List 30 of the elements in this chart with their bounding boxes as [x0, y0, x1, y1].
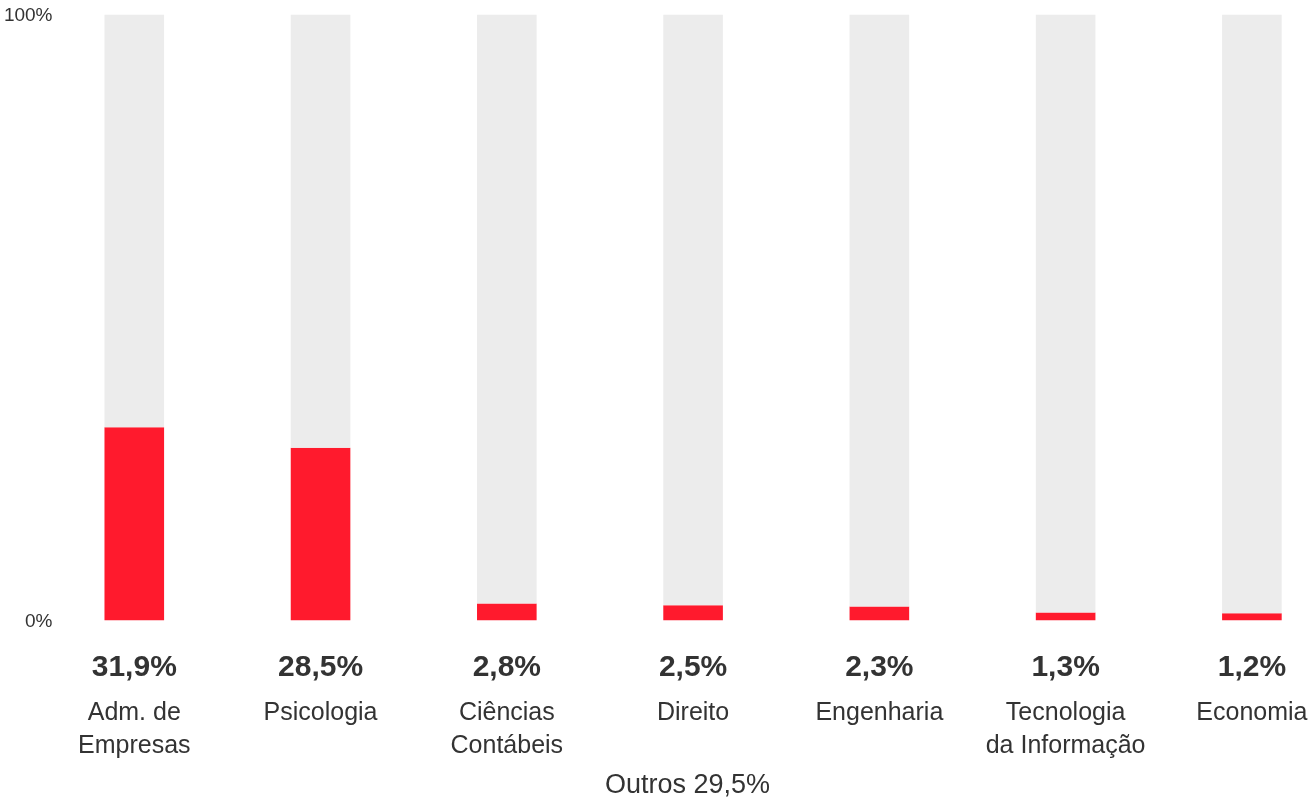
text: Outros 29,5%	[604, 768, 771, 799]
x-tick-label: Tecnologia da Informação	[985, 696, 1146, 759]
bar	[290, 447, 351, 621]
bar	[104, 14, 165, 428]
bar	[663, 14, 723, 606]
data-label: 28,5%	[278, 648, 364, 682]
x-tick-label: Engenharia	[815, 696, 944, 725]
x-tick-label: Psicologia	[263, 696, 378, 725]
bar	[290, 14, 351, 448]
bar	[477, 603, 537, 621]
data-label: 1,2%	[1217, 648, 1287, 682]
data-label: 2,8%	[472, 648, 542, 682]
bar	[663, 605, 723, 621]
x-tick-label: Economia	[1196, 696, 1308, 725]
bar	[1035, 14, 1096, 613]
bar	[104, 427, 165, 621]
data-label: 1,3%	[1031, 648, 1100, 682]
y-tick-label: 0%	[25, 610, 53, 631]
y-tick-label: 100%	[3, 4, 53, 25]
bar	[849, 606, 910, 621]
x-tick-label: Ciências Contábeis	[450, 696, 564, 759]
x-tick-label: Direito	[656, 696, 730, 725]
data-label: 2,3%	[845, 648, 914, 682]
bar	[849, 14, 910, 607]
data-label: 2,5%	[658, 648, 728, 682]
bar	[477, 14, 537, 604]
data-label: 31,9%	[91, 648, 177, 682]
bar	[1222, 613, 1282, 621]
bar	[1222, 14, 1282, 614]
x-tick-label: Adm. de Empresas	[78, 696, 191, 759]
